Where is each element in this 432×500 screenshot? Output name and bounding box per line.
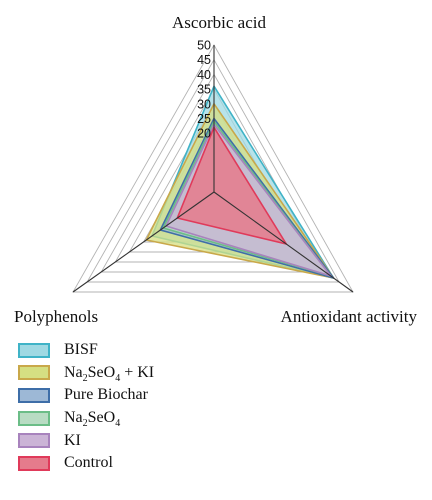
legend-label: Na2SeO4 [64, 409, 121, 430]
tick-label-40: 40 [197, 68, 211, 82]
legend-item-pure-biochar: Pure Biochar [18, 384, 154, 407]
axis-line-antioxidant-activity [213, 191, 354, 293]
legend-label: KI [64, 431, 81, 449]
legend: BISF Na2SeO4 + KI Pure Biochar Na2SeO4 K… [18, 339, 154, 475]
legend-swatch [18, 342, 50, 358]
tick-label-20: 20 [197, 127, 211, 141]
legend-swatch [18, 410, 50, 426]
grid-ring-40 [100, 73, 326, 273]
legend-swatch [18, 365, 50, 381]
legend-label: Na2SeO4 + KI [64, 363, 155, 385]
series-control [176, 126, 288, 245]
axis-title-polyphenols: Polyphenols [14, 307, 98, 326]
legend-item-na2seo4: Na2SeO4 [18, 407, 154, 430]
grid-ring-50 [72, 44, 354, 293]
axis-lines [72, 45, 354, 293]
axis-line-polyphenols [72, 191, 215, 293]
tick-label-35: 35 [197, 83, 211, 97]
grid-ring-45 [86, 58, 340, 283]
legend-item-bisf: BISF [18, 339, 154, 362]
tick-label-30: 30 [197, 97, 211, 111]
tick-label-25: 25 [197, 112, 211, 126]
legend-swatch [18, 433, 50, 449]
legend-swatch [18, 455, 50, 471]
axis-title-antioxidant-activity: Antioxidant activity [281, 307, 418, 326]
legend-swatch [18, 387, 50, 403]
legend-label: Control [64, 454, 113, 472]
legend-label: Pure Biochar [64, 386, 148, 404]
legend-item-control: Control [18, 452, 154, 475]
axis-title-ascorbic-acid: Ascorbic acid [172, 13, 266, 32]
legend-item-ki: KI [18, 429, 154, 452]
series-layer [145, 85, 335, 279]
tick-label-45: 45 [197, 53, 211, 67]
legend-item-na2seo4-ki: Na2SeO4 + KI [18, 362, 154, 385]
legend-label: BISF [64, 341, 98, 359]
tick-label-50: 50 [197, 39, 211, 53]
